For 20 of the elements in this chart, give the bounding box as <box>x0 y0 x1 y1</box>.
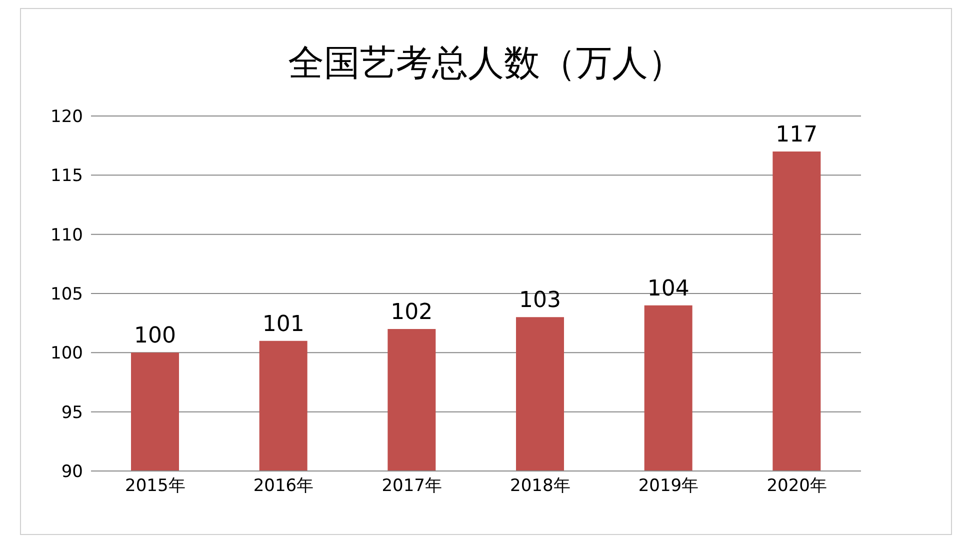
y-tick-label: 105 <box>50 284 83 305</box>
data-label: 117 <box>776 122 818 148</box>
data-label: 103 <box>519 288 561 314</box>
x-tick-label: 2019年 <box>638 476 699 496</box>
y-tick-label: 90 <box>61 462 83 482</box>
y-tick-label: 120 <box>50 107 83 128</box>
data-label: 100 <box>134 324 176 349</box>
y-tick-label: 110 <box>50 225 83 246</box>
x-tick-label: 2018年 <box>510 476 570 496</box>
x-tick-label: 2015年 <box>125 476 186 496</box>
x-tick-label: 2016年 <box>253 476 314 496</box>
y-tick-label: 115 <box>50 166 83 186</box>
y-tick-label: 95 <box>61 402 83 423</box>
x-tick-label: 2020年 <box>766 476 827 496</box>
data-label: 104 <box>647 276 690 302</box>
data-label: 102 <box>390 300 433 325</box>
y-tick-label: 100 <box>50 344 83 364</box>
x-tick-label: 2017年 <box>382 476 442 496</box>
chart-title: 全国艺考总人数（万人） <box>287 42 685 86</box>
data-label: 101 <box>262 312 304 337</box>
